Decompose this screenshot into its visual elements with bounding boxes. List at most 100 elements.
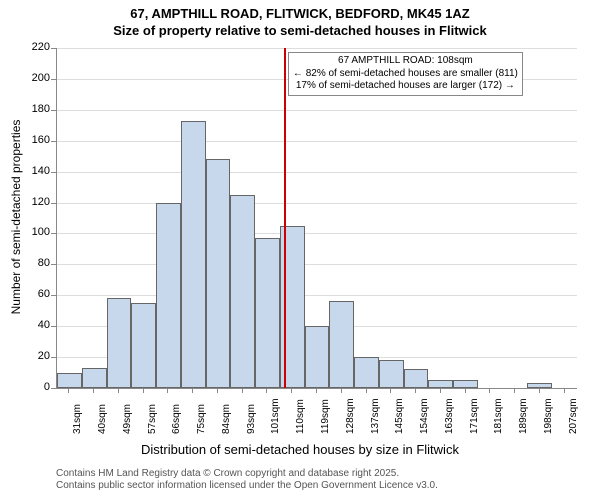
x-tick-label: 198sqm bbox=[543, 398, 554, 434]
x-tick bbox=[143, 388, 144, 393]
x-tick-label: 66sqm bbox=[171, 404, 182, 434]
x-tick bbox=[291, 388, 292, 393]
x-tick-label: 189sqm bbox=[518, 398, 529, 434]
y-tick bbox=[51, 141, 56, 142]
y-tick-label: 0 bbox=[20, 381, 50, 393]
y-tick-label: 180 bbox=[20, 103, 50, 115]
chart-container: 67, AMPTHILL ROAD, FLITWICK, BEDFORD, MK… bbox=[0, 0, 600, 500]
y-tick-label: 220 bbox=[20, 41, 50, 53]
x-tick bbox=[514, 388, 515, 393]
y-tick bbox=[51, 388, 56, 389]
x-tick-label: 145sqm bbox=[394, 398, 405, 434]
histogram-bar bbox=[329, 301, 354, 388]
annotation-box: 67 AMPTHILL ROAD: 108sqm ← 82% of semi-d… bbox=[288, 52, 523, 96]
chart-title-line1: 67, AMPTHILL ROAD, FLITWICK, BEDFORD, MK… bbox=[0, 0, 600, 23]
histogram-bar bbox=[82, 368, 107, 388]
gridline bbox=[57, 203, 577, 204]
y-tick-label: 100 bbox=[20, 226, 50, 238]
x-tick bbox=[415, 388, 416, 393]
histogram-bar bbox=[181, 121, 206, 388]
gridline bbox=[57, 48, 577, 49]
histogram-bar bbox=[379, 360, 404, 388]
x-tick bbox=[465, 388, 466, 393]
plot-area bbox=[56, 48, 577, 389]
y-tick bbox=[51, 203, 56, 204]
x-tick-label: 181sqm bbox=[493, 398, 504, 434]
chart-title-line2: Size of property relative to semi-detach… bbox=[0, 23, 600, 38]
y-tick bbox=[51, 48, 56, 49]
y-tick-label: 80 bbox=[20, 257, 50, 269]
gridline bbox=[57, 264, 577, 265]
histogram-bar bbox=[107, 298, 132, 388]
histogram-bar bbox=[255, 238, 280, 388]
x-tick-label: 128sqm bbox=[345, 398, 356, 434]
x-axis-label: Distribution of semi-detached houses by … bbox=[0, 442, 600, 457]
y-tick bbox=[51, 172, 56, 173]
y-tick-label: 120 bbox=[20, 196, 50, 208]
y-tick bbox=[51, 295, 56, 296]
x-tick bbox=[390, 388, 391, 393]
y-tick bbox=[51, 233, 56, 234]
x-tick-label: 101sqm bbox=[270, 398, 281, 434]
y-tick-label: 40 bbox=[20, 319, 50, 331]
x-tick-label: 110sqm bbox=[295, 399, 306, 434]
x-tick-label: 40sqm bbox=[97, 404, 108, 434]
x-tick bbox=[93, 388, 94, 393]
histogram-bar bbox=[354, 357, 379, 388]
y-tick bbox=[51, 326, 56, 327]
footer-line2: Contains public sector information licen… bbox=[56, 480, 438, 491]
histogram-bar bbox=[230, 195, 255, 388]
x-tick bbox=[192, 388, 193, 393]
histogram-bar bbox=[57, 373, 82, 388]
x-tick bbox=[266, 388, 267, 393]
x-tick-label: 84sqm bbox=[221, 404, 232, 434]
histogram-bar bbox=[527, 383, 552, 388]
x-tick bbox=[167, 388, 168, 393]
y-tick bbox=[51, 357, 56, 358]
y-tick bbox=[51, 264, 56, 265]
x-tick-label: 49sqm bbox=[122, 404, 133, 434]
x-tick bbox=[440, 388, 441, 393]
histogram-bar bbox=[428, 380, 453, 388]
gridline bbox=[57, 233, 577, 234]
x-tick bbox=[118, 388, 119, 393]
gridline bbox=[57, 110, 577, 111]
x-tick-label: 31sqm bbox=[72, 404, 83, 434]
x-tick bbox=[68, 388, 69, 393]
y-tick bbox=[51, 79, 56, 80]
gridline bbox=[57, 141, 577, 142]
y-tick-label: 20 bbox=[20, 350, 50, 362]
x-tick bbox=[539, 388, 540, 393]
x-tick-label: 137sqm bbox=[370, 398, 381, 434]
histogram-bar bbox=[404, 369, 429, 388]
histogram-bar bbox=[206, 159, 231, 388]
histogram-bar bbox=[131, 303, 156, 388]
y-tick bbox=[51, 110, 56, 111]
y-axis-label: Number of semi-detached properties bbox=[9, 117, 23, 317]
x-tick bbox=[564, 388, 565, 393]
histogram-bar bbox=[453, 380, 478, 388]
x-tick bbox=[341, 388, 342, 393]
x-tick-label: 163sqm bbox=[444, 398, 455, 434]
x-tick bbox=[242, 388, 243, 393]
histogram-bar bbox=[156, 203, 181, 388]
x-tick-label: 154sqm bbox=[419, 398, 430, 434]
y-tick-label: 200 bbox=[20, 72, 50, 84]
x-tick bbox=[316, 388, 317, 393]
reference-line bbox=[284, 48, 286, 388]
y-tick-label: 60 bbox=[20, 288, 50, 300]
x-tick-label: 93sqm bbox=[246, 404, 257, 434]
y-tick-label: 140 bbox=[20, 165, 50, 177]
gridline bbox=[57, 172, 577, 173]
annotation-line3: 17% of semi-detached houses are larger (… bbox=[293, 80, 518, 93]
annotation-line2: ← 82% of semi-detached houses are smalle… bbox=[293, 68, 518, 81]
annotation-line1: 67 AMPTHILL ROAD: 108sqm bbox=[293, 55, 518, 68]
x-tick bbox=[489, 388, 490, 393]
y-tick-label: 160 bbox=[20, 134, 50, 146]
gridline bbox=[57, 295, 577, 296]
x-tick-label: 171sqm bbox=[469, 398, 480, 434]
footer-line1: Contains HM Land Registry data © Crown c… bbox=[56, 468, 399, 479]
x-tick-label: 207sqm bbox=[568, 398, 579, 434]
x-tick-label: 75sqm bbox=[196, 404, 207, 434]
x-tick-label: 57sqm bbox=[147, 404, 158, 434]
